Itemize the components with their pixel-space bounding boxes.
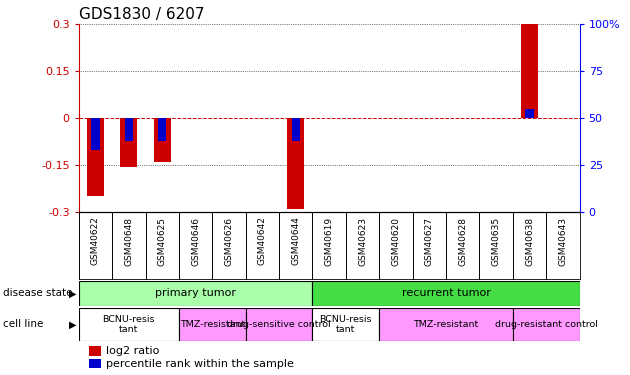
Text: GSM40644: GSM40644 [291,217,301,266]
Text: GSM40620: GSM40620 [391,217,401,266]
Bar [79,308,179,341]
Bar [120,118,137,166]
Bar [89,358,101,368]
Text: GSM40625: GSM40625 [158,217,167,266]
Bar [154,118,171,162]
Text: ▶: ▶ [69,288,77,298]
Text: recurrent tumor: recurrent tumor [401,288,491,298]
Text: GSM40646: GSM40646 [191,217,200,266]
Text: drug-sensitive control: drug-sensitive control [227,320,331,329]
Text: log2 ratio: log2 ratio [106,346,159,356]
Text: cell line: cell line [3,320,43,329]
Bar [91,118,100,150]
Text: GSM40619: GSM40619 [324,217,334,266]
Text: drug-resistant control: drug-resistant control [495,320,598,329]
Bar [179,308,246,341]
Text: percentile rank within the sample: percentile rank within the sample [106,358,294,369]
Bar [287,118,304,209]
Text: BCNU-resis
tant: BCNU-resis tant [103,315,155,334]
Text: GSM40627: GSM40627 [425,217,434,266]
Bar [513,308,580,341]
Text: primary tumor: primary tumor [155,288,236,298]
Bar [525,109,534,118]
Bar [312,308,379,341]
Bar [379,308,513,341]
Text: TMZ-resistant: TMZ-resistant [413,320,479,329]
Bar [521,24,538,118]
Text: TMZ-resistant: TMZ-resistant [180,320,245,329]
Bar [87,118,104,196]
Text: GSM40635: GSM40635 [491,217,501,266]
Bar [158,118,166,141]
Text: GDS1830 / 6207: GDS1830 / 6207 [79,7,204,22]
Text: GSM40642: GSM40642 [258,217,267,266]
Text: ▶: ▶ [69,320,77,329]
Bar [125,118,133,141]
Text: GSM40648: GSM40648 [124,217,134,266]
Text: GSM40622: GSM40622 [91,217,100,266]
Text: GSM40628: GSM40628 [458,217,467,266]
Bar [246,308,312,341]
Bar [89,346,101,356]
Bar [292,118,300,141]
Text: GSM40638: GSM40638 [525,217,534,266]
Bar [312,281,580,306]
Bar [79,281,312,306]
Text: GSM40643: GSM40643 [558,217,568,266]
Text: GSM40623: GSM40623 [358,217,367,266]
Text: BCNU-resis
tant: BCNU-resis tant [319,315,372,334]
Text: disease state: disease state [3,288,72,298]
Text: GSM40626: GSM40626 [224,217,234,266]
